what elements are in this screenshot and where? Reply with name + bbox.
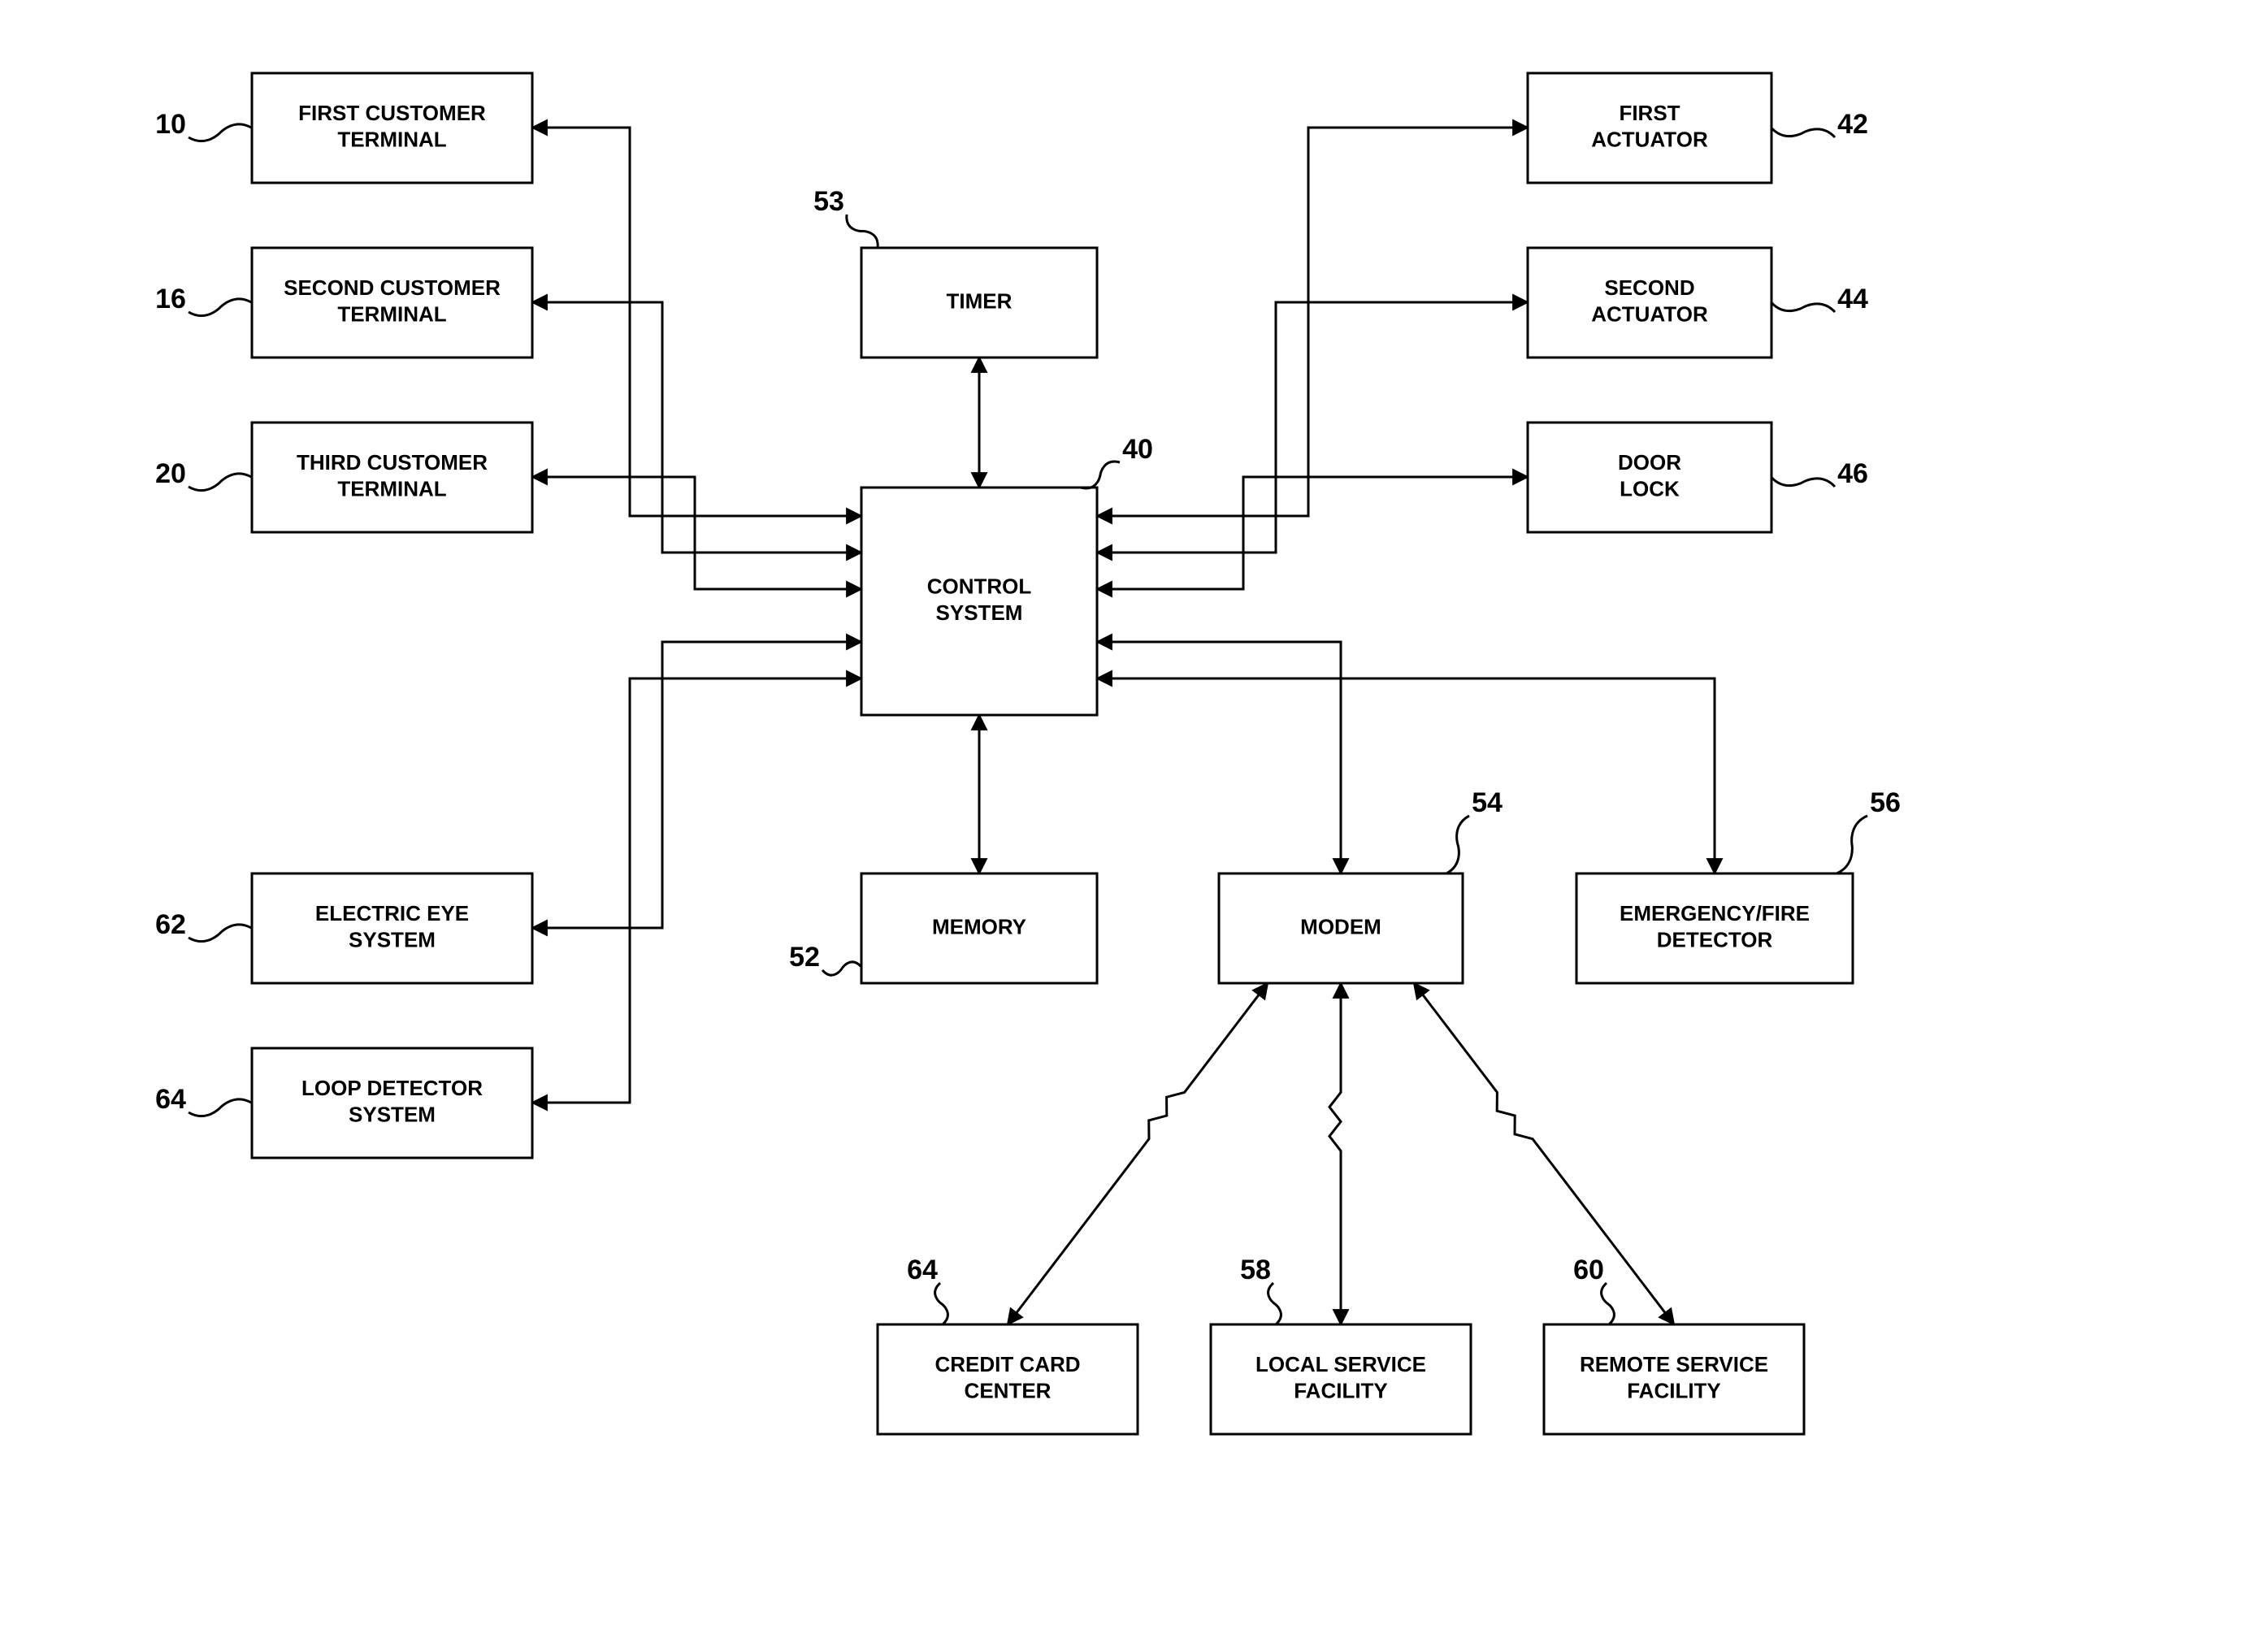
box-label: MODEM (1300, 914, 1381, 938)
edge-control_system-door_lock (1097, 477, 1528, 589)
box-credit_card_center: CREDIT CARD CENTER (878, 1324, 1138, 1434)
ref-label-r52: 52 (789, 942, 820, 973)
ref-lead-r44 (1771, 303, 1835, 313)
box-label: SYSTEM (936, 600, 1023, 625)
box-label: LOOP DETECTOR (301, 1076, 483, 1100)
box-label: SECOND (1604, 275, 1694, 300)
box-label: CENTER (965, 1379, 1052, 1403)
box-label: THIRD CUSTOMER (297, 450, 488, 475)
edge-modem-local_service_facility (1329, 983, 1341, 1324)
ref-lead-r64a (189, 1099, 252, 1116)
box-door_lock: DOORLOCK (1528, 423, 1771, 532)
ref-label-r42: 42 (1837, 109, 1868, 140)
ref-lead-r56 (1837, 816, 1867, 873)
ref-label-r64b: 64 (907, 1255, 938, 1285)
ref-lead-r40 (1081, 462, 1120, 488)
box-first_actuator: FIRST ACTUATOR (1528, 73, 1771, 183)
ref-lead-r64b (935, 1283, 948, 1324)
ref-lead-r42 (1771, 128, 1835, 138)
ref-label-r53: 53 (813, 186, 844, 217)
ref-lead-r20 (189, 474, 252, 491)
box-second_actuator: SECONDACTUATOR (1528, 248, 1771, 358)
ref-label-r60: 60 (1573, 1255, 1604, 1285)
box-label: SECOND CUSTOMER (284, 275, 501, 300)
ref-label-r64a: 64 (155, 1084, 186, 1115)
box-local_service_facility: LOCAL SERVICE FACILITY (1211, 1324, 1471, 1434)
box-timer: TIMER (861, 248, 1097, 358)
box-label: ELECTRIC EYE (315, 901, 469, 925)
ref-lead-r52 (822, 962, 861, 975)
edge-control_system-third_customer_terminal (532, 477, 861, 589)
ref-lead-r54 (1446, 816, 1469, 873)
ref-label-r56: 56 (1870, 787, 1901, 818)
ref-label-r20: 20 (155, 458, 186, 489)
edge-modem-credit_card_center (1008, 983, 1268, 1324)
ref-lead-r10 (189, 124, 252, 141)
box-label: FIRST (1619, 101, 1680, 125)
box-label: CONTROL (927, 574, 1032, 599)
box-third_customer_terminal: THIRD CUSTOMERTERMINAL (252, 423, 532, 532)
box-first_customer_terminal: FIRST CUSTOMER TERMINAL (252, 73, 532, 183)
box-label: EMERGENCY/FIRE (1620, 901, 1810, 925)
box-modem: MODEM (1219, 873, 1463, 983)
box-label: FIRST CUSTOMER (298, 101, 486, 125)
ref-label-r46: 46 (1837, 458, 1868, 489)
ref-label-r58: 58 (1240, 1255, 1271, 1285)
edge-control_system-first_customer_terminal (532, 128, 861, 516)
ref-lead-r16 (189, 299, 252, 316)
edge-control_system-electric_eye_system (532, 642, 861, 928)
ref-label-r10: 10 (155, 109, 186, 140)
box-label: TERMINAL (337, 477, 446, 501)
ref-lead-r53 (847, 215, 878, 248)
box-label: SYSTEM (349, 928, 436, 952)
ref-lead-r62 (189, 925, 252, 942)
box-second_customer_terminal: SECOND CUSTOMERTERMINAL (252, 248, 532, 358)
ref-lead-r58 (1268, 1283, 1281, 1324)
box-label: LOCK (1620, 477, 1680, 501)
box-label: DETECTOR (1657, 928, 1773, 952)
box-electric_eye_system: ELECTRIC EYE SYSTEM (252, 873, 532, 983)
box-label: CREDIT CARD (935, 1352, 1080, 1376)
box-label: SYSTEM (349, 1103, 436, 1127)
box-label: MEMORY (932, 914, 1026, 938)
ref-label-r40: 40 (1122, 434, 1153, 465)
edge-control_system-emergency_fire_detector (1097, 678, 1715, 873)
ref-label-r54: 54 (1472, 787, 1503, 818)
box-label: FACILITY (1627, 1379, 1721, 1403)
ref-label-r44: 44 (1837, 284, 1868, 314)
edge-control_system-first_actuator (1097, 128, 1528, 516)
box-control_system: CONTROLSYSTEM (861, 488, 1097, 715)
box-label: TIMER (947, 288, 1013, 313)
box-memory: MEMORY (861, 873, 1097, 983)
box-label: LOCAL SERVICE (1255, 1352, 1426, 1376)
edge-control_system-loop_detector_system (532, 678, 861, 1103)
box-emergency_fire_detector: EMERGENCY/FIRE DETECTOR (1576, 873, 1853, 983)
ref-label-r16: 16 (155, 284, 186, 314)
box-label: TERMINAL (337, 128, 446, 152)
box-label: TERMINAL (337, 302, 446, 327)
edge-control_system-modem (1097, 642, 1341, 873)
box-label: ACTUATOR (1591, 128, 1708, 152)
ref-label-r62: 62 (155, 909, 186, 940)
box-label: REMOTE SERVICE (1580, 1352, 1768, 1376)
ref-lead-r46 (1771, 478, 1835, 488)
block-diagram: FIRST CUSTOMERTERMINALSECOND CUSTOMERTER… (0, 0, 2268, 1634)
box-remote_service_facility: REMOTE SERVICE FACILITY (1544, 1324, 1804, 1434)
edge-modem-remote_service_facility (1414, 983, 1674, 1324)
box-label: DOOR (1618, 450, 1681, 475)
box-label: FACILITY (1294, 1379, 1388, 1403)
box-loop_detector_system: LOOP DETECTOR SYSTEM (252, 1048, 532, 1158)
ref-lead-r60 (1602, 1283, 1615, 1324)
box-label: ACTUATOR (1591, 302, 1708, 327)
